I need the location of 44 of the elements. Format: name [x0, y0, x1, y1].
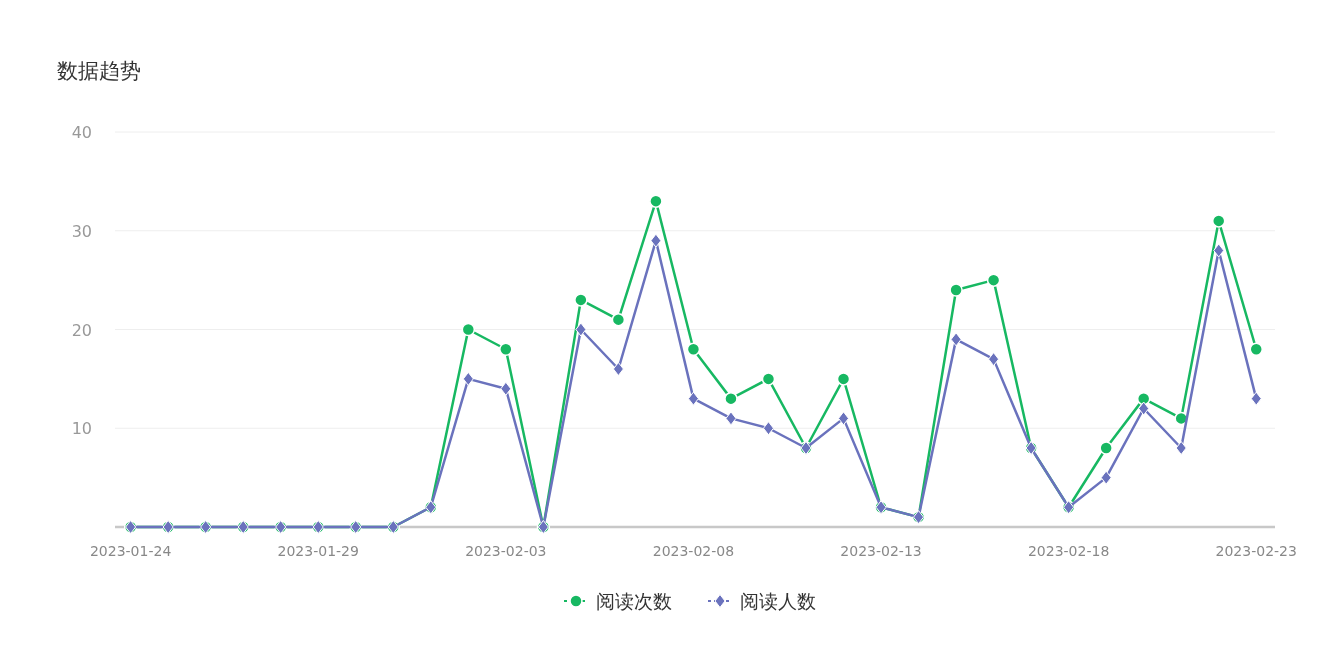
x-tick-label: 2023-01-24	[89, 543, 172, 559]
point	[1213, 243, 1225, 258]
y-tick-label: 10	[71, 419, 92, 439]
point	[836, 372, 851, 386]
legend-label: 阅读次数	[596, 590, 672, 612]
x-tick-label: 2023-01-29	[277, 543, 359, 559]
point	[500, 381, 512, 396]
point	[687, 391, 699, 406]
legend-label: 阅读人数	[740, 590, 816, 612]
point	[650, 233, 662, 248]
point	[838, 411, 850, 426]
chart-title: 数据趋势	[57, 59, 141, 83]
point	[1099, 441, 1113, 455]
y-tick-label: 30	[71, 221, 92, 241]
point	[1138, 401, 1150, 416]
point	[649, 194, 663, 208]
point	[1250, 391, 1262, 406]
point	[1175, 441, 1187, 455]
point	[986, 273, 1001, 287]
point	[1249, 342, 1263, 356]
point	[950, 332, 962, 347]
point	[761, 372, 776, 386]
x-tick-label: 2023-02-18	[1027, 543, 1110, 559]
point	[949, 283, 963, 297]
point	[574, 293, 588, 307]
point	[461, 322, 476, 337]
point	[1211, 214, 1226, 228]
point	[1100, 470, 1112, 485]
x-tick-label: 2023-02-23	[1215, 543, 1297, 559]
point	[724, 391, 738, 406]
point	[575, 322, 587, 337]
y-tick-label: 20	[71, 320, 92, 340]
point	[725, 411, 737, 426]
point	[686, 342, 701, 356]
x-tick-label: 2023-02-13	[840, 543, 922, 559]
point	[499, 342, 513, 356]
x-tick-label: 2023-02-03	[465, 543, 547, 559]
y-tick-label: 40	[71, 123, 92, 142]
point	[762, 421, 774, 436]
point	[611, 312, 626, 327]
point	[988, 352, 1000, 367]
x-tick-label: 2023-02-08	[652, 543, 735, 559]
point	[612, 362, 624, 376]
point	[462, 371, 474, 386]
